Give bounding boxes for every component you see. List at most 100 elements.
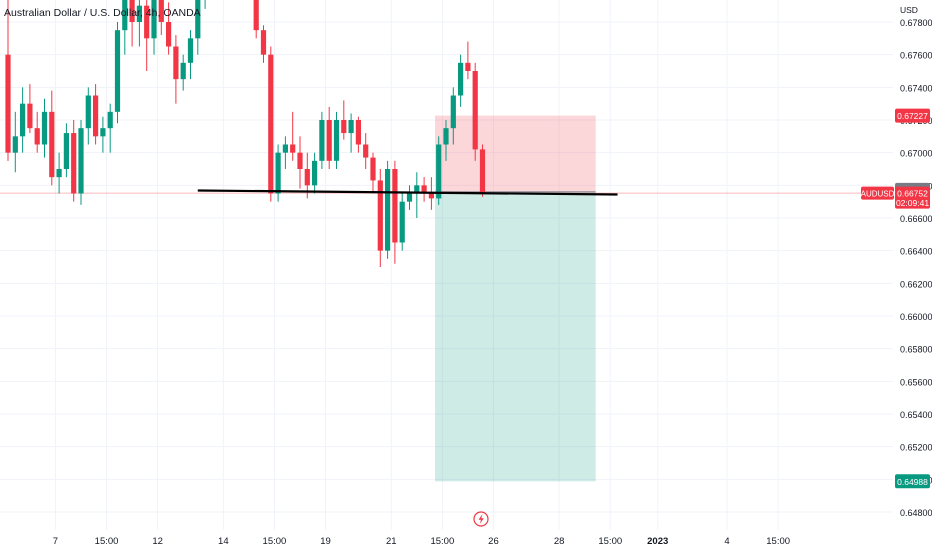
price-tick-label: 0.66200 (900, 279, 932, 289)
candle-down[interactable] (428, 191, 434, 199)
time-axis[interactable]: 7 15:00 12 14 15:00 19 21 15:00 26 28 15:00 2023 4 15… (53, 536, 790, 547)
price-tick-label: 0.67400 (900, 83, 932, 93)
time-tick-label: 2023 (647, 536, 668, 547)
candle-down[interactable] (268, 54, 274, 194)
candle-down[interactable] (158, 0, 164, 23)
candle-down[interactable] (34, 128, 40, 145)
candle-down[interactable] (253, 0, 259, 31)
candle-down[interactable] (166, 22, 172, 47)
candle-down[interactable] (71, 133, 77, 194)
candle-up[interactable] (63, 133, 69, 169)
candle-down[interactable] (472, 71, 478, 150)
time-tick-label: 26 (488, 536, 499, 547)
target-price-badge: 0.64988 (895, 474, 930, 489)
candle-down[interactable] (370, 157, 376, 181)
price-tick-label: 0.65400 (900, 410, 932, 420)
candles[interactable] (5, 0, 486, 267)
candle-up[interactable] (107, 111, 113, 129)
time-tick-label: 12 (152, 536, 163, 547)
price-tick-label: 0.66000 (900, 312, 932, 322)
candle-down[interactable] (173, 46, 179, 80)
price-tick-label: 0.65200 (900, 443, 932, 453)
candle-up[interactable] (312, 160, 318, 186)
candle-up[interactable] (136, 5, 142, 23)
candle-up[interactable] (282, 144, 288, 153)
last-price-text: 0.66752 (897, 189, 928, 199)
candle-up[interactable] (12, 136, 18, 153)
candle-up[interactable] (180, 62, 186, 80)
stop-loss-zone[interactable] (435, 115, 596, 192)
stop-price-badge-text: 0.67227 (897, 111, 928, 121)
candle-up[interactable] (348, 120, 354, 134)
candle-up[interactable] (85, 95, 91, 129)
candle-up[interactable] (114, 30, 121, 112)
target-price-badge-text: 0.64988 (897, 477, 928, 487)
candle-up[interactable] (450, 95, 456, 129)
time-tick-label: 7 (53, 536, 58, 547)
candle-down[interactable] (129, 0, 135, 22)
target-price-badge-bg (895, 474, 930, 489)
candle-down[interactable] (392, 169, 398, 243)
candle-down[interactable] (260, 30, 267, 55)
trend-line[interactable] (197, 189, 618, 196)
time-tick-label: 21 (386, 536, 397, 547)
candle-up[interactable] (195, 0, 201, 39)
time-tick-label: 15:00 (95, 536, 119, 547)
candle-down[interactable] (421, 185, 427, 192)
candle-up[interactable] (436, 144, 442, 199)
price-axis[interactable]: 0.648000.650000.652000.654000.656000.658… (900, 18, 932, 518)
stop-price-badge-bg (895, 108, 930, 123)
time-tick-label: 15:00 (430, 536, 454, 547)
candle-up[interactable] (20, 103, 26, 137)
candle-down[interactable] (297, 152, 303, 169)
price-tick-label: 0.67600 (900, 51, 932, 61)
candle-up[interactable] (275, 152, 281, 194)
candle-down[interactable] (290, 144, 296, 153)
candle-up[interactable] (333, 120, 340, 161)
candle-down[interactable] (93, 95, 99, 137)
symbol-tag-bg (861, 186, 894, 200)
lightning-glyph (478, 514, 484, 524)
candle-up[interactable] (385, 169, 391, 251)
price-tick-label: 0.67000 (900, 149, 932, 159)
candle-up[interactable] (414, 185, 420, 194)
candle-up[interactable] (187, 38, 194, 63)
currency-label: USD (900, 5, 918, 15)
countdown-text: 02:09:41 (896, 198, 929, 208)
candle-down[interactable] (326, 120, 332, 161)
time-tick-label: 15:00 (766, 536, 790, 547)
stop-price-badge: 0.67227 (895, 108, 930, 123)
candle-down[interactable] (341, 120, 347, 134)
candle-down[interactable] (355, 120, 361, 145)
candle-up[interactable] (41, 111, 48, 145)
candle-up[interactable] (458, 62, 464, 96)
candle-up[interactable] (443, 128, 449, 145)
symbol-tag: AUDUSD (861, 190, 895, 199)
candle-down[interactable] (377, 180, 383, 251)
take-profit-zone[interactable] (435, 191, 596, 482)
candle-up[interactable] (319, 120, 325, 161)
candle-up[interactable] (122, 0, 128, 31)
candle-down[interactable] (465, 62, 471, 71)
lightning-icon[interactable] (473, 511, 489, 527)
candle-up[interactable] (406, 193, 413, 202)
candle-down[interactable] (479, 149, 486, 194)
candle-down[interactable] (304, 169, 310, 186)
candle-down[interactable] (5, 54, 11, 153)
candle-up[interactable] (151, 0, 157, 39)
price-tick-label: 0.66600 (900, 214, 932, 224)
candle-down[interactable] (144, 5, 150, 39)
candle-down[interactable] (49, 111, 55, 178)
price-tick-label: 0.66400 (900, 247, 932, 257)
candle-down[interactable] (27, 103, 33, 129)
candle-up[interactable] (56, 169, 62, 178)
time-tick-label: 4 (724, 536, 729, 547)
price-tick-label: 0.67800 (900, 18, 932, 28)
candle-up[interactable] (399, 201, 405, 243)
candle-down[interactable] (363, 144, 369, 158)
candle-up[interactable] (78, 128, 84, 194)
candle-up[interactable] (100, 128, 106, 137)
price-tick-label: 0.65800 (900, 345, 932, 355)
